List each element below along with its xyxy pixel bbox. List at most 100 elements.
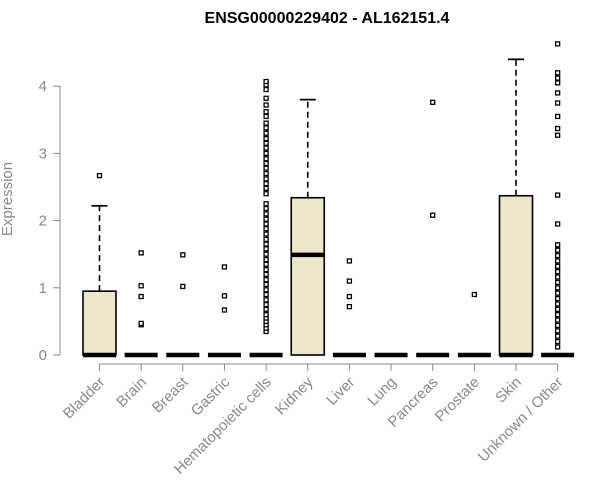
outlier-point xyxy=(471,291,478,298)
outlier-point xyxy=(555,312,561,318)
y-tick-label: 1 xyxy=(39,280,47,297)
outlier-point xyxy=(555,306,561,312)
outlier-point xyxy=(263,165,269,171)
chart-title: ENSG00000229402 - AL162151.4 xyxy=(205,10,450,27)
outlier-point xyxy=(346,258,353,264)
outlier-point xyxy=(263,95,269,101)
box-rect xyxy=(498,194,534,356)
outlier-point xyxy=(555,290,561,296)
x-tick-label: Skin xyxy=(492,374,525,407)
outlier-point xyxy=(263,201,269,207)
box-gastric xyxy=(207,264,241,358)
outlier-point xyxy=(555,258,561,264)
box-skin xyxy=(498,58,534,358)
outlier-point xyxy=(263,78,269,85)
outlier-point xyxy=(263,145,269,151)
outlier-point xyxy=(263,176,269,182)
y-tick-label: 2 xyxy=(39,213,47,230)
outlier-point xyxy=(555,333,561,339)
outlier-point xyxy=(263,130,269,136)
box-rect xyxy=(290,196,326,356)
box-pancreas xyxy=(416,99,450,358)
outlier-point xyxy=(555,132,561,138)
outlier-point xyxy=(221,264,228,270)
outlier-point xyxy=(263,180,269,187)
x-tick-label: Breast xyxy=(149,373,192,416)
outlier-point xyxy=(221,307,228,313)
outlier-point xyxy=(263,277,269,283)
outlier-point xyxy=(263,120,269,126)
outlier-point xyxy=(263,185,269,191)
outlier-point xyxy=(263,205,269,212)
outlier-point xyxy=(263,261,269,267)
outlier-point xyxy=(263,271,269,278)
x-tick-label: Lung xyxy=(364,374,400,410)
outlier-point xyxy=(263,312,269,318)
x-tick-label: Kidney xyxy=(272,373,317,418)
outlier-point xyxy=(346,278,353,284)
outlier-point xyxy=(555,263,561,269)
outlier-point xyxy=(263,267,269,273)
y-axis-label: Expression xyxy=(0,162,16,236)
x-tick-label: Prostate xyxy=(432,374,484,426)
outlier-point xyxy=(555,328,561,334)
outlier-point xyxy=(263,281,269,288)
outlier-point xyxy=(555,221,561,227)
outlier-point xyxy=(96,172,103,179)
outlier-point xyxy=(263,251,269,257)
outlier-point xyxy=(555,90,561,96)
outlier-point xyxy=(138,283,144,289)
box-bladder xyxy=(82,172,117,358)
outlier-point xyxy=(263,86,269,93)
outlier-point xyxy=(555,285,561,291)
outlier-point xyxy=(555,274,561,280)
outlier-point xyxy=(430,212,436,218)
outlier-point xyxy=(555,269,561,275)
outlier-point xyxy=(263,297,269,303)
outlier-point xyxy=(263,246,269,252)
plot-area xyxy=(82,41,575,358)
outlier-point xyxy=(263,109,269,115)
outlier-point xyxy=(263,102,269,108)
outlier-point xyxy=(263,226,269,232)
outlier-point xyxy=(555,344,561,350)
outlier-point xyxy=(555,322,561,329)
outlier-point xyxy=(555,317,561,323)
outlier-point xyxy=(555,247,561,253)
outlier-point xyxy=(555,75,561,81)
outlier-point xyxy=(430,99,436,105)
outlier-point xyxy=(555,100,561,106)
outlier-point xyxy=(555,295,561,302)
y-tick-label: 0 xyxy=(39,347,47,364)
outlier-point xyxy=(263,170,269,177)
box-prostate xyxy=(457,291,491,358)
outlier-point xyxy=(555,125,561,132)
outlier-point xyxy=(263,221,269,227)
y-tick-label: 3 xyxy=(39,145,47,162)
outlier-point xyxy=(263,160,269,167)
box-unknown-other xyxy=(541,41,575,358)
outlier-point xyxy=(555,252,561,259)
outlier-point xyxy=(555,113,561,120)
outlier-point xyxy=(555,41,561,47)
box-kidney xyxy=(290,98,326,356)
outlier-point xyxy=(263,301,269,308)
outlier-point xyxy=(555,242,561,248)
outlier-point xyxy=(555,192,561,198)
outlier-point xyxy=(180,283,186,290)
box-rect xyxy=(82,290,117,356)
outlier-point xyxy=(263,135,269,142)
outlier-point xyxy=(346,303,353,310)
outlier-point xyxy=(263,211,269,217)
outlier-point xyxy=(263,306,269,312)
outlier-point xyxy=(263,236,269,243)
box-hematopoietic-cells xyxy=(249,78,283,358)
outlier-point xyxy=(263,113,269,120)
outlier-point xyxy=(555,279,561,286)
outlier-point xyxy=(221,293,228,299)
outlier-point xyxy=(263,191,269,197)
x-tick-label: Liver xyxy=(323,374,358,409)
y-tick-label: 4 xyxy=(39,78,47,95)
outlier-point xyxy=(263,150,269,157)
